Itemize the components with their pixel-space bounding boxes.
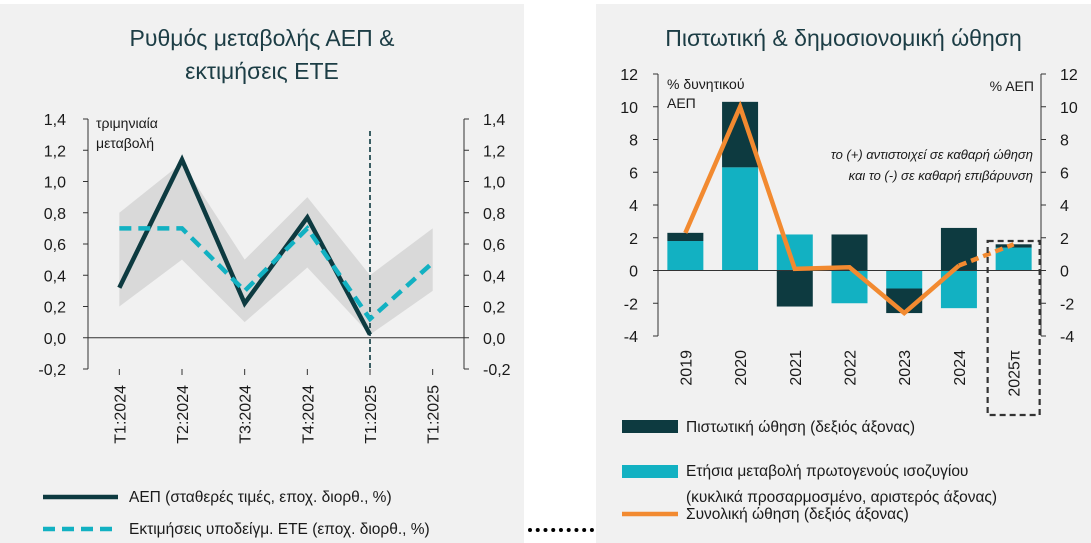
x-tick-label: 2020 — [733, 350, 750, 386]
x-tick-label: 2022 — [843, 350, 860, 386]
x-tick-label: 2019 — [678, 350, 695, 386]
legend-label-total: Συνολική ώθηση (δεξιός άξονας) — [686, 506, 909, 523]
bar-credit-impulse — [831, 234, 868, 271]
y-tick-label-right: -0,2 — [483, 362, 511, 379]
x-tick-label: T1:2025 — [426, 385, 443, 444]
y-tick-label-left: 6 — [629, 165, 638, 182]
y-tick-label-right: 1,4 — [483, 112, 505, 129]
y-tick-label-left: 1,2 — [44, 143, 66, 160]
y-tick-label-left: 4 — [629, 198, 638, 215]
legend-swatch-credit — [622, 420, 678, 433]
x-tick-label: T3:2024 — [238, 385, 255, 444]
forecast-highlight-box — [986, 239, 1041, 417]
y-tick-label-left: 10 — [620, 100, 638, 117]
y-tick-label-left: -0,2 — [38, 362, 66, 379]
y-tick-label-left: 0,6 — [44, 237, 66, 254]
x-tick-label: 2024 — [952, 350, 969, 386]
right-axis-unit: % ΑΕΠ — [990, 78, 1034, 94]
bar-credit-impulse — [776, 270, 813, 307]
bar-primary-balance — [667, 241, 704, 271]
gdp-chart-plot: τριμηνιαία μεταβολή ΑΕΠ (σταθερές τιμές,… — [38, 112, 511, 538]
y-tick-label-right: 4 — [1060, 198, 1069, 215]
y-tick-label-right: 2 — [1060, 231, 1069, 248]
gdp-chart-annotation-line2: μεταβολή — [96, 135, 154, 151]
y-tick-label-right: 0 — [1060, 264, 1069, 281]
left-axis-unit-line2: ΑΕΠ — [667, 95, 696, 111]
gdp-chart-title-line1: Ρυθμός μεταβολής ΑΕΠ & — [129, 25, 395, 51]
x-tick-label: 2021 — [788, 350, 805, 386]
gdp-chart-annotation-line1: τριμηνιαία — [96, 115, 158, 131]
y-tick-label-right: 0,4 — [483, 268, 505, 285]
y-tick-label-right: 1,2 — [483, 143, 505, 160]
y-tick-label-left: 0 — [629, 264, 638, 281]
gdp-chart-title-line2: εκτιμήσεις ΕΤΕ — [185, 58, 339, 84]
y-tick-label-right: 0,2 — [483, 300, 505, 317]
y-tick-label-right: -4 — [1060, 329, 1074, 346]
impulse-chart-panel: Πιστωτική & δημοσιονομική ώθηση % δυνητι… — [596, 4, 1091, 543]
y-tick-label-left: 0,8 — [44, 206, 66, 223]
bar-primary-balance — [886, 270, 923, 289]
impulse-chart-plot: % δυνητικού ΑΕΠ % ΑΕΠ το (+) αντιστοιχεί… — [620, 67, 1078, 523]
gdp-chart-panel: Ρυθμός μεταβολής ΑΕΠ & εκτιμήσεις ΕΤΕ τρ… — [0, 4, 524, 543]
left-axis-unit-line1: % δυνητικού — [667, 76, 745, 92]
legend-label-credit: Πιστωτική ώθηση (δεξιός άξονας) — [686, 419, 915, 436]
y-tick-label-left: 8 — [629, 133, 638, 150]
y-tick-label-right: 0,8 — [483, 206, 505, 223]
y-tick-label-right: 0,6 — [483, 237, 505, 254]
y-tick-label-left: 0,2 — [44, 300, 66, 317]
legend-swatch-primary — [622, 465, 678, 478]
y-tick-label-right: 10 — [1060, 100, 1078, 117]
y-tick-label-left: 2 — [629, 231, 638, 248]
y-tick-label-left: 12 — [620, 67, 638, 84]
series-line-total — [683, 100, 961, 317]
bar-primary-balance — [722, 167, 759, 271]
sign-note-line2: και το (-) σε καθαρή επιβάρυνση — [849, 168, 1033, 183]
y-tick-label-left: 1,4 — [44, 112, 66, 129]
y-tick-label-right: 6 — [1060, 165, 1069, 182]
legend-label-primary-line1: Ετήσια μεταβολή πρωτογενούς ισοζυγίου — [686, 463, 968, 480]
impulse-chart-title: Πιστωτική & δημοσιονομική ώθηση — [665, 25, 1022, 51]
bar-primary-balance — [995, 247, 1032, 271]
y-tick-label-left: 0,4 — [44, 268, 66, 285]
y-tick-label-right: 8 — [1060, 133, 1069, 150]
y-tick-label-right: 12 — [1060, 67, 1078, 84]
legend-label-model: Εκτιμήσεις υποδείγμ. ΕΤΕ (εποχ. διορθ., … — [129, 521, 430, 538]
series-line-total-projection — [958, 242, 1015, 268]
y-tick-label-left: -2 — [624, 296, 638, 313]
y-tick-label-left: 1,0 — [44, 175, 66, 192]
y-tick-label-right: -2 — [1060, 296, 1074, 313]
x-tick-label: T1:2025 — [363, 385, 380, 444]
x-tick-label: 2023 — [897, 350, 914, 386]
sign-note-line1: το (+) αντιστοιχεί σε καθαρή ώθηση — [831, 147, 1033, 162]
y-tick-label-left: 0,0 — [44, 331, 66, 348]
y-tick-label-right: 1,0 — [483, 175, 505, 192]
series-line-model — [119, 224, 435, 323]
y-tick-label-left: -4 — [624, 329, 638, 346]
x-tick-label: T4:2024 — [300, 385, 317, 444]
dotted-separator — [528, 528, 594, 532]
legend-label-primary-line2: (κυκλικά προσαρμοσμένο, αριστερός άξονας… — [686, 489, 997, 506]
uncertainty-band — [119, 162, 433, 335]
x-tick-label: 2025π — [1007, 350, 1024, 397]
bar-credit-impulse — [667, 232, 704, 242]
legend-label-gdp: ΑΕΠ (σταθερές τιμές, εποχ. διορθ., %) — [129, 489, 392, 506]
x-tick-label: T1:2024 — [112, 385, 129, 444]
y-tick-label-right: 0,0 — [483, 331, 505, 348]
x-tick-label: T2:2024 — [175, 385, 192, 444]
